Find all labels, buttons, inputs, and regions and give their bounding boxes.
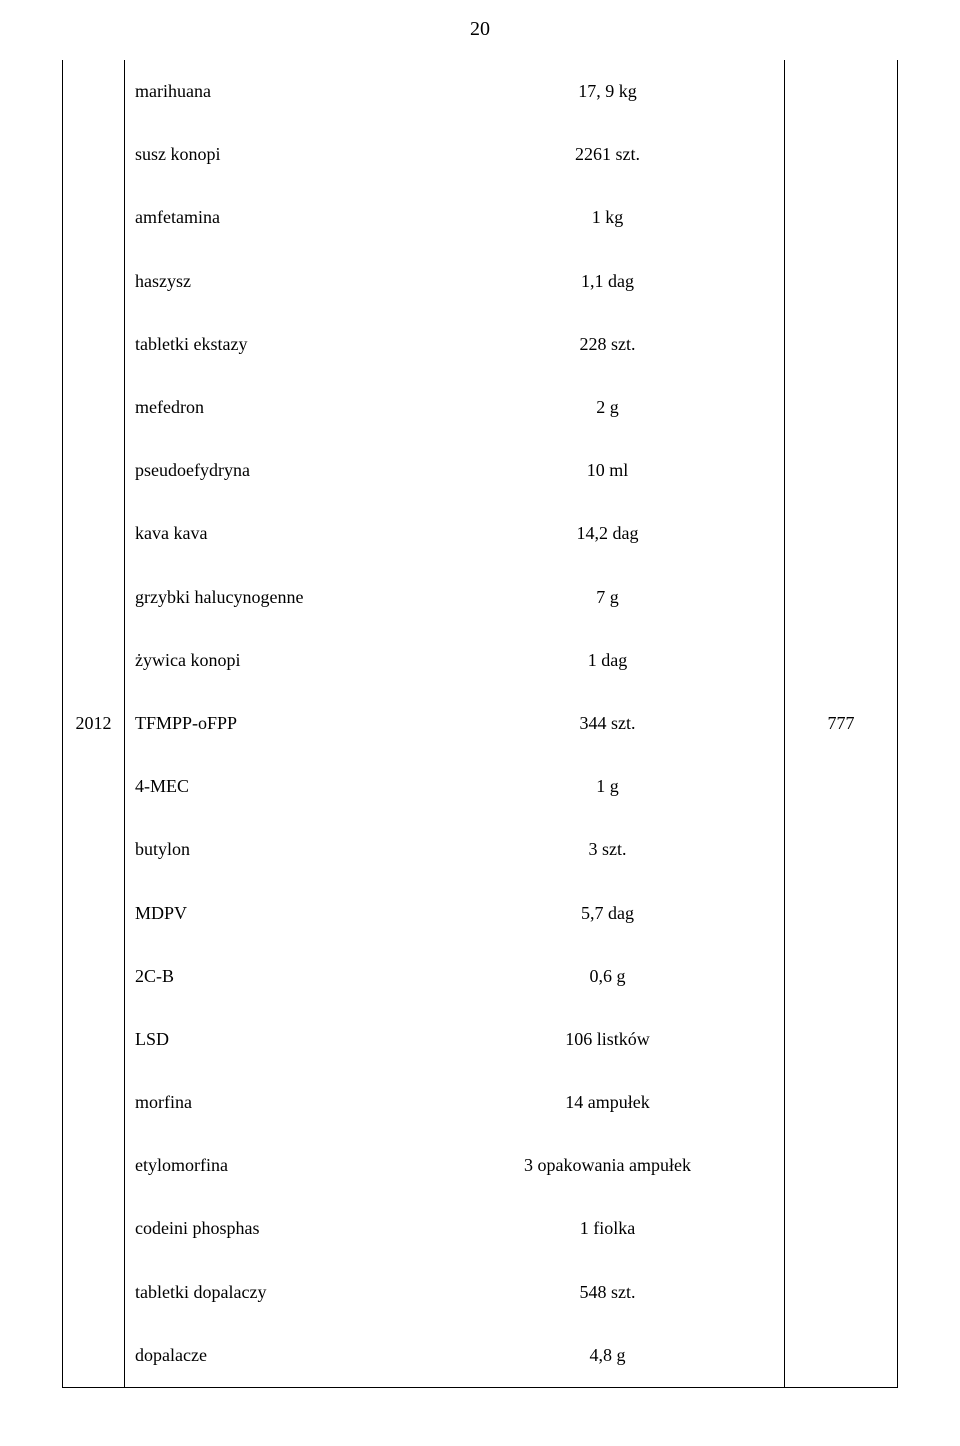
substance-value: 3 szt. [431,818,784,881]
table-row: 4-MEC1 g [125,755,784,818]
substance-value: 106 listków [431,1008,784,1071]
substance-value: 344 szt. [431,692,784,755]
substance-name: amfetamina [125,186,431,249]
substance-name: 2C-B [125,945,431,1008]
substance-value: 1 dag [431,629,784,692]
substance-name: susz konopi [125,123,431,186]
table-row: mefedron2 g [125,376,784,439]
substance-value: 548 szt. [431,1261,784,1324]
substance-value: 14,2 dag [431,502,784,565]
substance-name: żywica konopi [125,629,431,692]
substance-value: 10 ml [431,439,784,502]
table-row: MDPV5,7 dag [125,881,784,944]
table-row: tabletki dopalaczy548 szt. [125,1261,784,1324]
substance-value: 0,6 g [431,945,784,1008]
substance-name: mefedron [125,376,431,439]
substance-value: 7 g [431,566,784,629]
substance-value: 1 fiolka [431,1197,784,1260]
data-table: 2012 marihuana17, 9 kg susz konopi2261 s… [62,60,898,1388]
table-row: kava kava14,2 dag [125,502,784,565]
substance-name: kava kava [125,502,431,565]
substance-name: TFMPP-oFPP [125,692,431,755]
substance-name: codeini phosphas [125,1197,431,1260]
table-row: 2C-B0,6 g [125,945,784,1008]
table-row: dopalacze4,8 g [125,1324,784,1387]
substance-name: marihuana [125,60,431,123]
table-row: susz konopi2261 szt. [125,123,784,186]
substance-value: 17, 9 kg [431,60,784,123]
substance-name: etylomorfina [125,1134,431,1197]
table-row: butylon3 szt. [125,818,784,881]
substance-value: 3 opakowania ampułek [431,1134,784,1197]
substance-name: tabletki ekstazy [125,313,431,376]
table-row: morfina14 ampułek [125,1071,784,1134]
substance-name: LSD [125,1008,431,1071]
table-row: amfetamina1 kg [125,186,784,249]
table-row: żywica konopi1 dag [125,629,784,692]
substance-value: 1 g [431,755,784,818]
substance-name: MDPV [125,881,431,944]
substance-name: dopalacze [125,1324,431,1387]
substance-column: marihuana17, 9 kg susz konopi2261 szt. a… [125,60,785,1387]
year-cell: 2012 [63,60,125,1387]
count-cell: 777 [785,60,897,1387]
table-row: marihuana17, 9 kg [125,60,784,123]
substance-name: morfina [125,1071,431,1134]
table-row: TFMPP-oFPP344 szt. [125,692,784,755]
substance-value: 2 g [431,376,784,439]
substance-name: haszysz [125,250,431,313]
table-row: LSD106 listków [125,1008,784,1071]
substance-value: 1,1 dag [431,250,784,313]
substance-name: pseudoefydryna [125,439,431,502]
table-row: tabletki ekstazy228 szt. [125,313,784,376]
substance-value: 4,8 g [431,1324,784,1387]
substance-value: 1 kg [431,186,784,249]
table-row: grzybki halucynogenne7 g [125,566,784,629]
substance-value: 14 ampułek [431,1071,784,1134]
table-row: etylomorfina3 opakowania ampułek [125,1134,784,1197]
table-row: codeini phosphas1 fiolka [125,1197,784,1260]
table-row: haszysz1,1 dag [125,250,784,313]
table-row: pseudoefydryna10 ml [125,439,784,502]
substance-name: tabletki dopalaczy [125,1261,431,1324]
substance-name: grzybki halucynogenne [125,566,431,629]
substance-value: 228 szt. [431,313,784,376]
substance-name: butylon [125,818,431,881]
page-number: 20 [470,18,490,41]
substance-name: 4-MEC [125,755,431,818]
substance-value: 5,7 dag [431,881,784,944]
substance-value: 2261 szt. [431,123,784,186]
